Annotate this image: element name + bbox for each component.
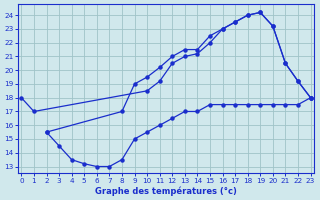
X-axis label: Graphe des températures (°c): Graphe des températures (°c) (95, 186, 237, 196)
